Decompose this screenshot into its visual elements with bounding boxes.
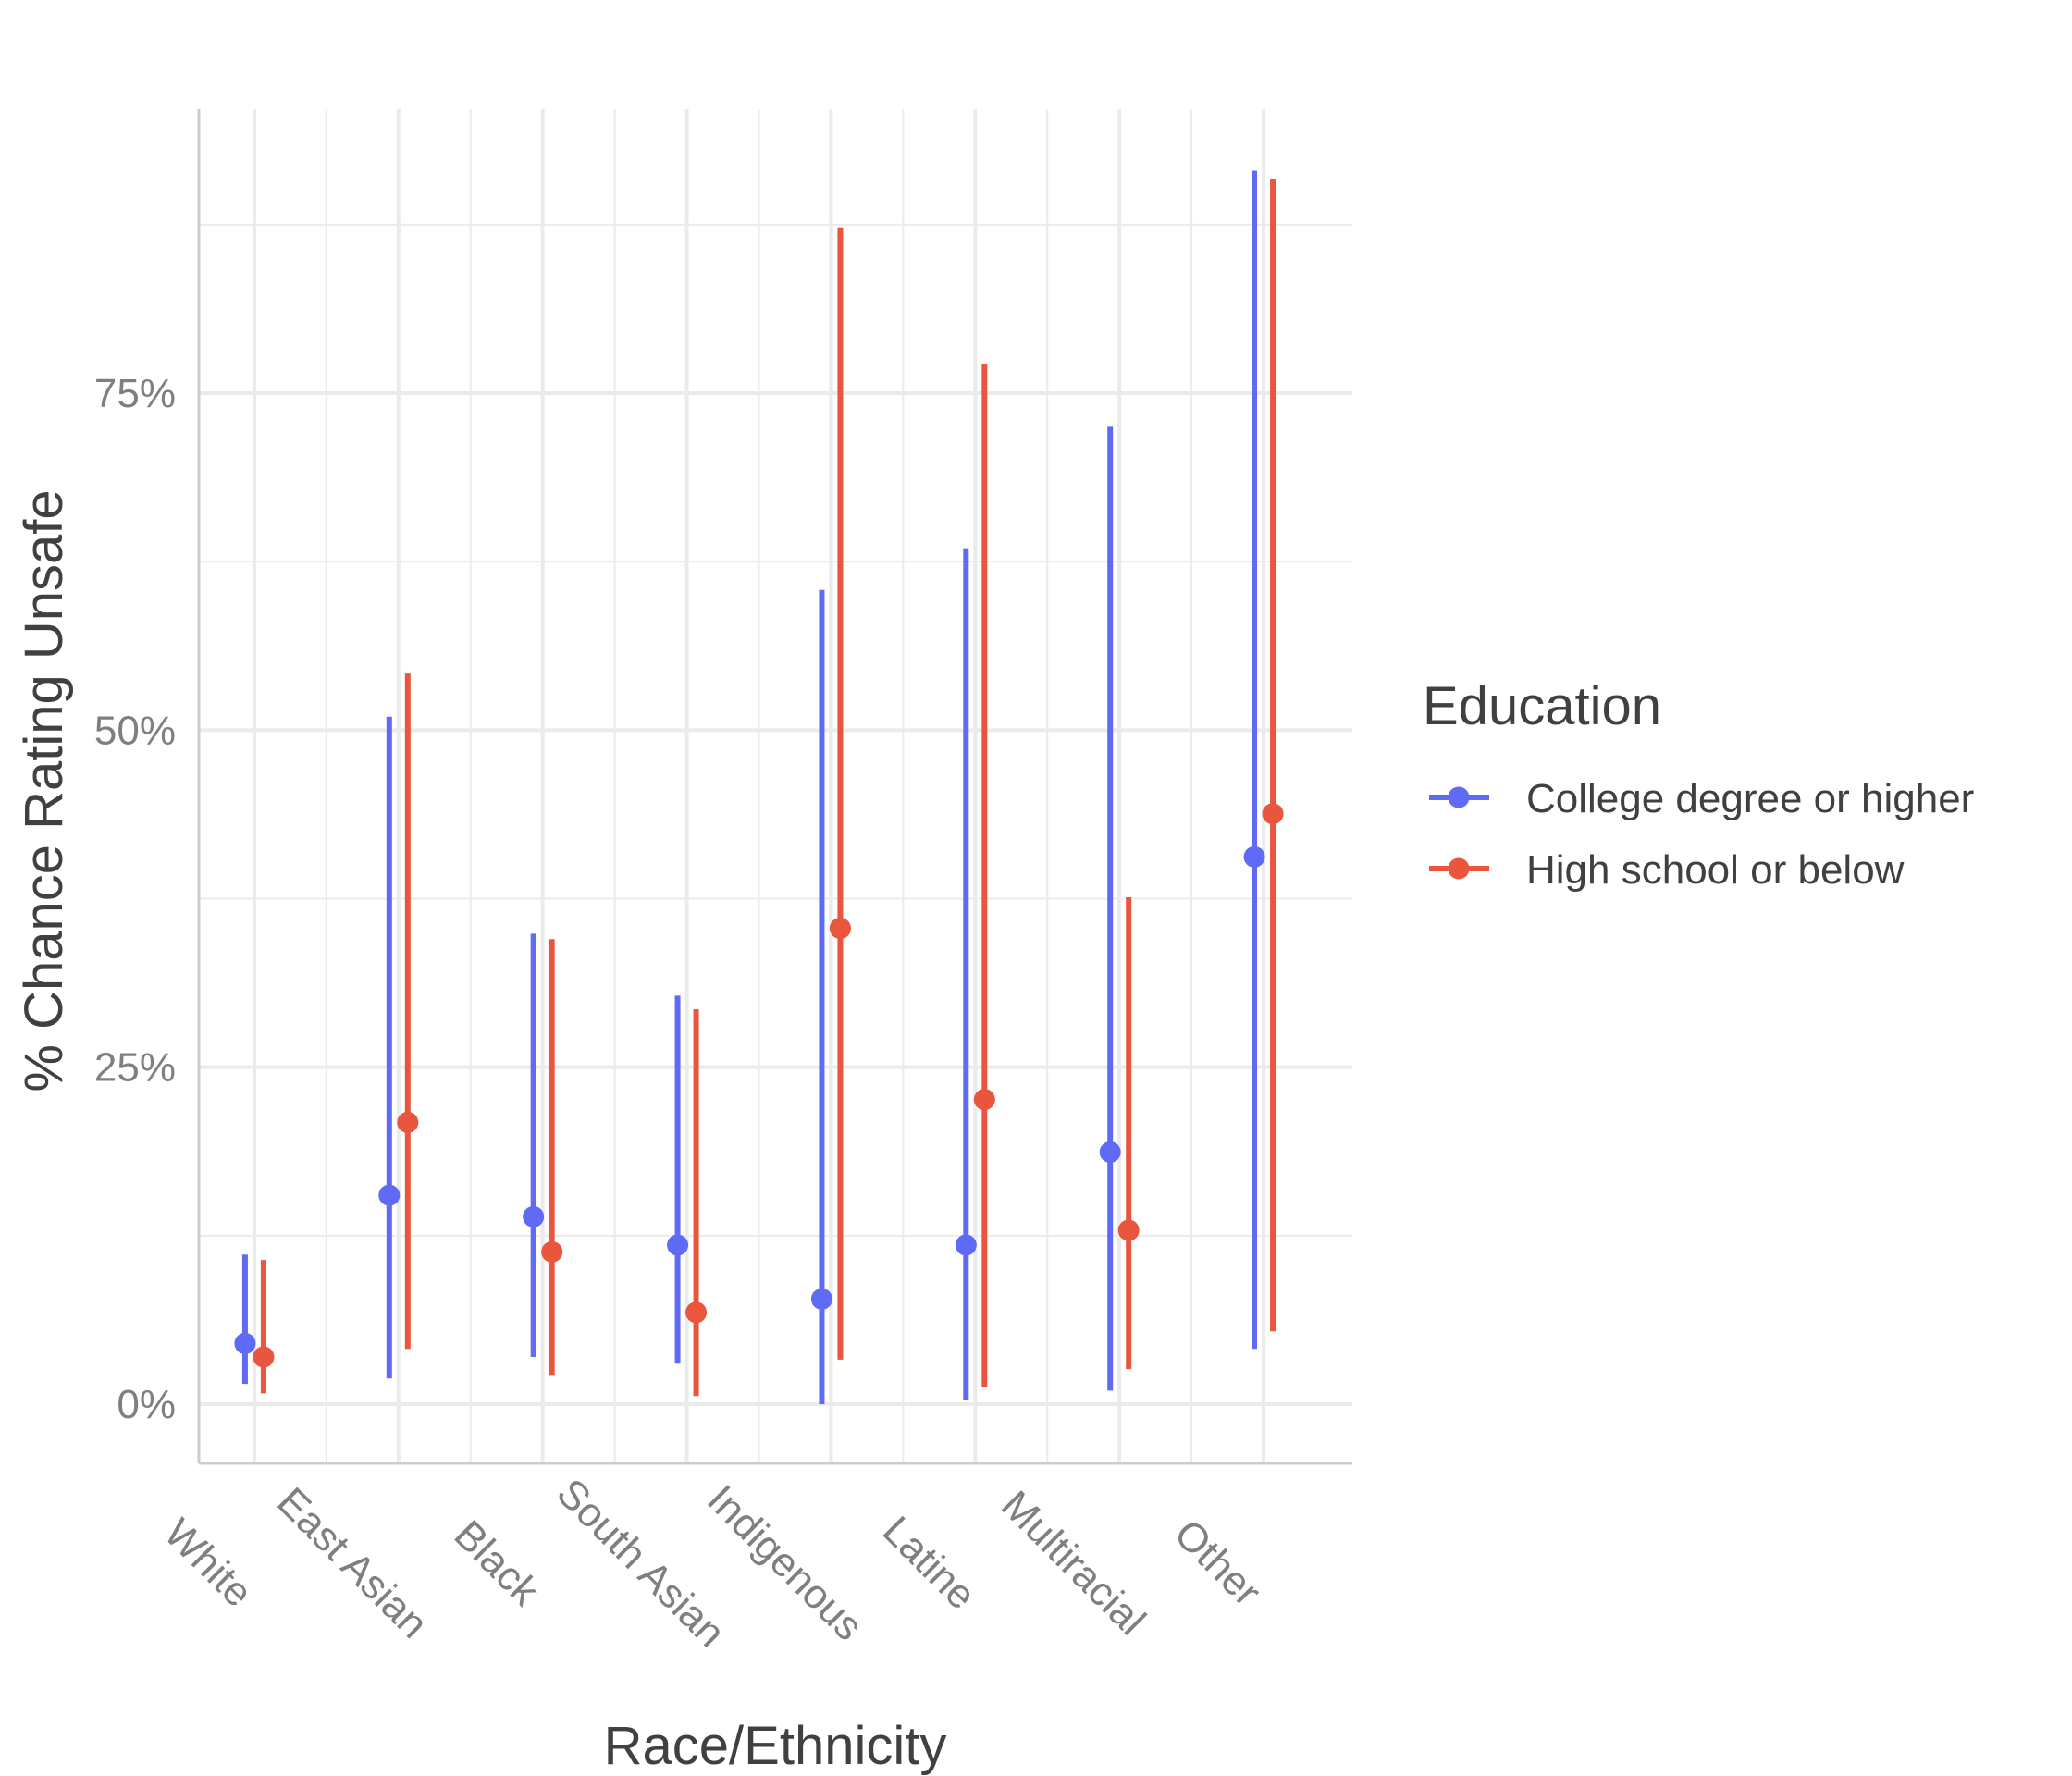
x-tick-label: Black [446,1511,549,1614]
y-axis-title: % Chance Rating Unsafe [14,489,74,1092]
data-point [397,1111,419,1133]
legend-label: College degree or higher [1526,776,1974,821]
data-point [378,1184,401,1206]
x-tick-label: Other [1166,1511,1269,1615]
data-point [234,1332,256,1354]
x-tick-label: White [155,1511,261,1616]
data-point [1117,1219,1140,1241]
y-tick-label: 50% [94,708,176,753]
x-tick-label: East Asian [268,1479,437,1647]
data-point [685,1301,708,1324]
x-tick-label: Latine [874,1508,984,1618]
grid [199,109,1352,1463]
series-high-school [253,179,1284,1397]
legend: Education College degree or higher High s… [1423,676,1974,893]
y-tick-label: 75% [94,371,176,416]
legend-item: College degree or higher [1429,776,1974,821]
x-axis-title: Race/Ethnicity [604,1716,947,1776]
data-point [541,1240,563,1263]
data-point [1099,1141,1121,1163]
legend-label: High school or below [1526,847,1905,893]
data-point [1243,845,1265,868]
data-point [829,918,851,940]
y-tick-label: 25% [94,1045,176,1091]
series-college [234,170,1265,1404]
x-tick-label: South Asian [548,1470,734,1656]
x-tick-label: Multiracial [993,1482,1154,1644]
data-point [523,1205,545,1227]
data-point [810,1288,832,1310]
data-point [1262,803,1284,825]
data-point [973,1089,995,1111]
legend-title: Education [1423,676,1661,736]
y-tick-label: 0% [117,1382,176,1427]
plot-area [234,170,1284,1404]
data-point [667,1234,689,1256]
legend-item: High school or below [1429,847,1905,893]
legend-key-point [1448,857,1470,880]
data-point [253,1346,275,1368]
axes [197,109,1352,1465]
data-point [955,1234,977,1256]
legend-key-point [1448,786,1470,808]
